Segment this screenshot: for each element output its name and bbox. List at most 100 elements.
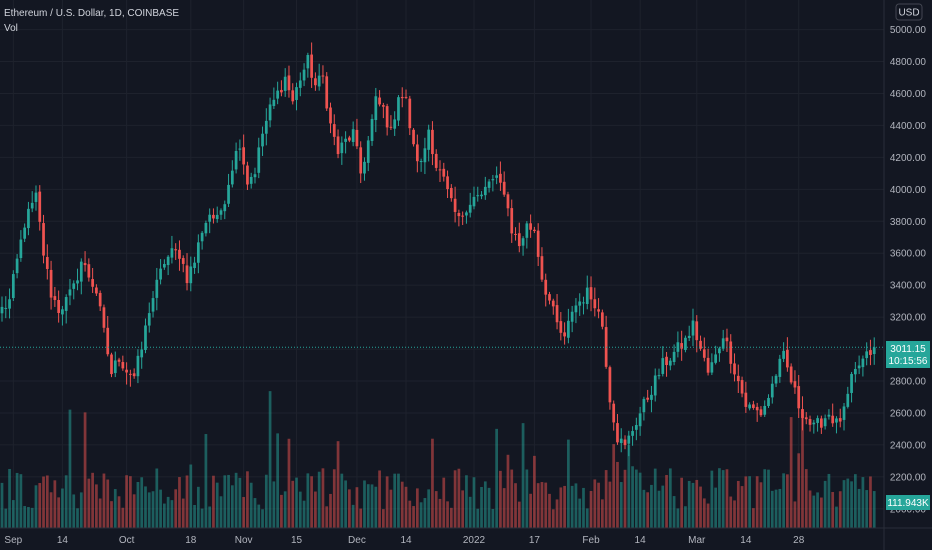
volume-legend[interactable]: Vol bbox=[4, 23, 18, 34]
candle-body bbox=[310, 54, 313, 78]
volume-bar bbox=[57, 497, 60, 528]
volume-bar bbox=[351, 504, 355, 528]
volume-bar bbox=[608, 481, 612, 528]
candle-body bbox=[650, 394, 653, 400]
y-tick-label: 2800.00 bbox=[890, 377, 927, 388]
candle-body bbox=[61, 309, 64, 315]
volume-bar bbox=[718, 468, 721, 528]
candle-body bbox=[502, 181, 506, 195]
countdown-label: 10:15:56 bbox=[889, 356, 928, 367]
x-tick-label: 14 bbox=[740, 535, 752, 546]
candle-body bbox=[567, 320, 570, 338]
volume-bar bbox=[4, 508, 8, 528]
candle-body bbox=[291, 90, 295, 102]
candle-body bbox=[721, 338, 725, 349]
volume-bar bbox=[76, 508, 79, 528]
volume-bar bbox=[491, 509, 495, 528]
y-tick-label: 3600.00 bbox=[890, 249, 927, 260]
y-tick-label: 4600.00 bbox=[890, 89, 927, 100]
candle-body bbox=[842, 406, 846, 420]
candle-body bbox=[857, 365, 861, 369]
candle-body bbox=[680, 343, 684, 349]
candle-body bbox=[261, 133, 264, 147]
candle-body bbox=[517, 233, 521, 247]
candle-body bbox=[589, 287, 593, 300]
volume-bar bbox=[869, 476, 872, 528]
y-tick-label: 4800.00 bbox=[890, 57, 927, 68]
volume-bar bbox=[702, 498, 706, 528]
volume-bar bbox=[676, 508, 680, 528]
currency-button[interactable]: USD bbox=[895, 3, 923, 21]
candle-body bbox=[672, 351, 676, 363]
candle-body bbox=[11, 274, 15, 299]
volume-bar bbox=[215, 482, 219, 528]
volume-bar bbox=[835, 506, 838, 528]
volume-bar bbox=[144, 486, 147, 528]
volume-bar bbox=[646, 492, 650, 528]
candle-body bbox=[748, 404, 751, 409]
volume-bar bbox=[627, 444, 631, 528]
candle-body bbox=[801, 409, 804, 418]
volume-bar bbox=[295, 477, 298, 528]
volume-bar bbox=[570, 485, 574, 528]
volume-bar bbox=[106, 479, 110, 528]
volume-bar bbox=[174, 489, 178, 528]
candle-body bbox=[816, 418, 819, 423]
volume-bar bbox=[280, 494, 283, 528]
volume-bar bbox=[408, 500, 412, 528]
volume-bar bbox=[83, 412, 87, 528]
volume-bar bbox=[434, 491, 438, 528]
candle-body bbox=[340, 142, 344, 154]
volume-bar bbox=[397, 473, 400, 528]
volume-bar bbox=[264, 474, 268, 528]
volume-bar bbox=[536, 483, 540, 528]
candle-body bbox=[332, 124, 336, 137]
candle-body bbox=[287, 75, 291, 91]
volume-bar bbox=[752, 508, 755, 528]
volume-bar bbox=[129, 476, 132, 528]
volume-bar bbox=[725, 469, 729, 528]
volume-bar bbox=[219, 496, 223, 528]
volume-bar bbox=[483, 481, 487, 528]
candle-body bbox=[30, 202, 34, 209]
volume-bar bbox=[487, 487, 491, 528]
symbol-legend[interactable]: Ethereum / U.S. Dollar, 1D, COINBASE bbox=[4, 8, 179, 19]
candle-body bbox=[83, 263, 87, 266]
volume-bar bbox=[850, 481, 853, 528]
volume-bar bbox=[438, 498, 442, 528]
volume-bar bbox=[363, 480, 366, 528]
x-tick-label: 28 bbox=[793, 535, 805, 546]
x-tick-label: Mar bbox=[688, 535, 706, 546]
candle-body bbox=[230, 170, 234, 185]
volume-bar bbox=[820, 497, 823, 528]
candle-body bbox=[616, 423, 619, 443]
volume-bar bbox=[755, 476, 759, 528]
volume-bar bbox=[861, 477, 865, 528]
candle-body bbox=[140, 349, 144, 358]
volume-bar bbox=[151, 491, 155, 528]
y-tick-label: 2400.00 bbox=[890, 440, 927, 451]
volume-bar bbox=[355, 487, 359, 528]
candle-body bbox=[389, 126, 393, 128]
volume-bar bbox=[389, 489, 393, 528]
candle-body bbox=[238, 148, 242, 150]
volume-bar bbox=[801, 409, 804, 528]
candle-body bbox=[634, 425, 638, 430]
y-tick-label: 4000.00 bbox=[890, 185, 927, 196]
candle-body bbox=[612, 403, 616, 423]
x-tick-label: Sep bbox=[4, 535, 22, 546]
volume-bar bbox=[212, 475, 215, 528]
volume-bar bbox=[831, 492, 835, 528]
candle-body bbox=[268, 104, 272, 121]
candle-body bbox=[476, 195, 480, 197]
volume-bar bbox=[204, 434, 208, 528]
volume-bar bbox=[695, 479, 699, 528]
volume-bar bbox=[53, 480, 57, 528]
volume-bar bbox=[321, 468, 325, 528]
candle-body bbox=[374, 96, 378, 121]
x-tick-label: 17 bbox=[529, 535, 541, 546]
candle-body bbox=[869, 350, 872, 355]
y-tick-label: 3800.00 bbox=[890, 217, 927, 228]
volume-bar bbox=[419, 502, 423, 528]
